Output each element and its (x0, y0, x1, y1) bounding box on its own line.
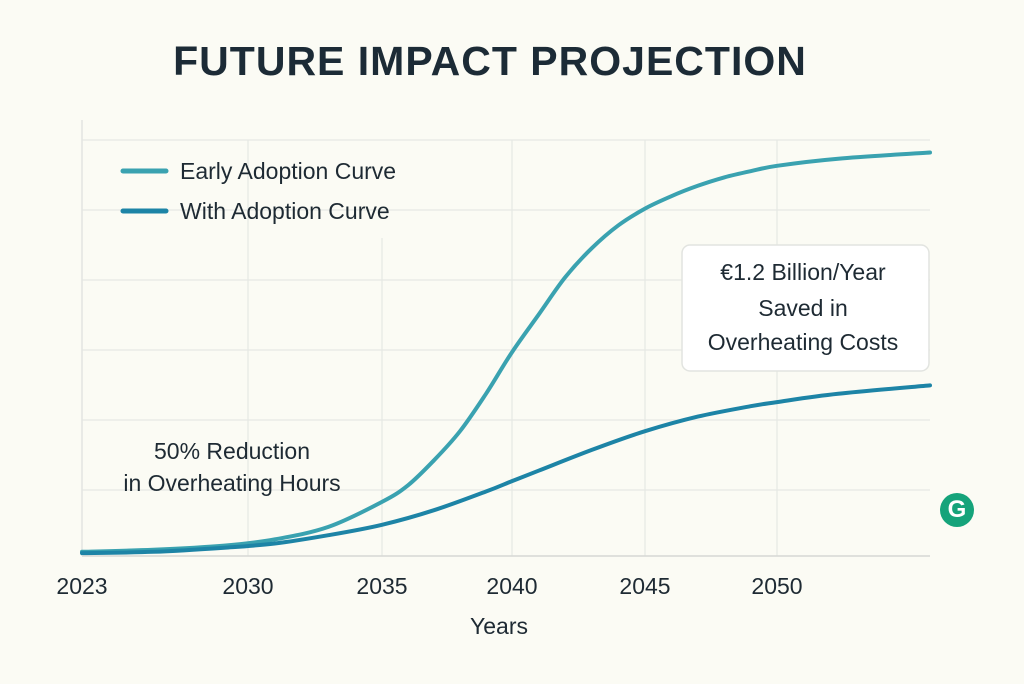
chart-title: FUTURE IMPACT PROJECTION (173, 38, 807, 84)
series-line-with-adoption (80, 383, 932, 556)
series-lines (80, 150, 932, 556)
x-axis-label: Years (470, 613, 528, 639)
x-tick-label: 2023 (56, 573, 107, 599)
legend-label: With Adoption Curve (180, 198, 390, 224)
annotation-text-line: Overheating Costs (708, 329, 898, 355)
annotation-overheating-reduction: 50% Reduction in Overheating Hours (123, 438, 340, 496)
x-tick-label: 2045 (619, 573, 670, 599)
x-tick-label: 2030 (222, 573, 273, 599)
legend: Early Adoption Curve With Adoption Curve (120, 158, 396, 224)
annotation-text-line: €1.2 Billion/Year (720, 259, 886, 285)
annotation-text-line: 50% Reduction (154, 438, 310, 464)
x-tick-label: 2040 (486, 573, 537, 599)
series-line-early-adoption (80, 150, 932, 554)
grammar-assistant-badge[interactable]: G (940, 493, 974, 527)
horizontal-gridlines (82, 139, 930, 491)
x-tick-label: 2050 (751, 573, 802, 599)
annotation-cost-savings: €1.2 Billion/Year Saved in Overheating Cos… (681, 244, 930, 372)
annotation-text-line: Saved in (758, 295, 848, 321)
legend-label: Early Adoption Curve (180, 158, 396, 184)
x-tick-label: 2035 (356, 573, 407, 599)
annotation-text-line: in Overheating Hours (123, 470, 340, 496)
x-tick-labels: 2023 2030 2035 2040 2045 2050 (56, 573, 802, 599)
annotation-box (681, 244, 930, 372)
